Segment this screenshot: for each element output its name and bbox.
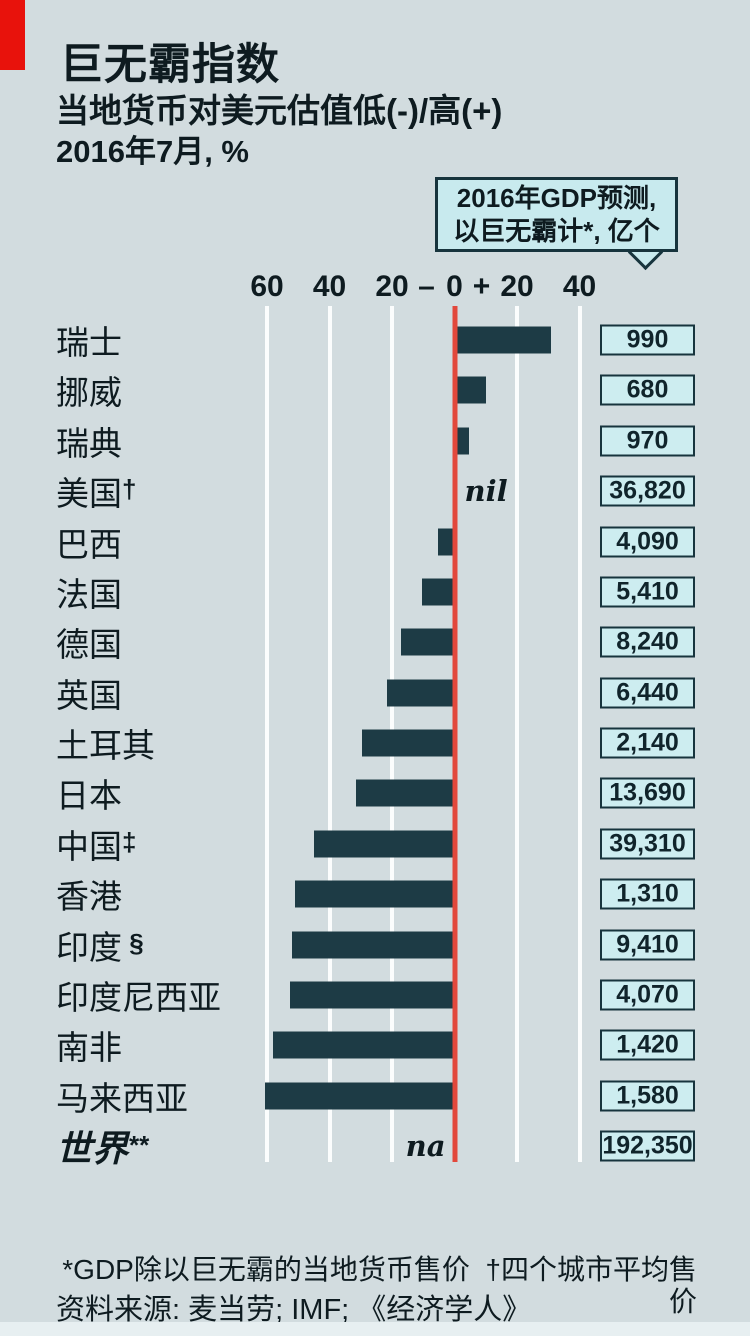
valuation-bar [454,326,551,354]
valuation-bar [265,1082,455,1110]
country-name: 瑞士 [56,324,122,361]
country-label: 挪威 [56,366,122,414]
country-name: 香港 [56,878,122,916]
country-name: 英国 [56,676,122,714]
valuation-bar [290,981,455,1009]
country-label: 印度 § [56,921,144,969]
country-name: 印度 [56,928,122,966]
minus-sign: – [418,270,435,303]
gdp-value-box: 8,240 [600,626,695,658]
gdp-value-box: 9,410 [600,929,695,960]
axis-tick-label: 40 [562,270,597,303]
footnote-marker: ‡ [122,826,137,857]
valuation-bar [295,880,455,908]
nil-note: nil [464,474,508,509]
bottom-strip [0,1322,750,1336]
gdp-value-box: 6,440 [600,677,695,709]
gridline [577,306,582,1162]
gdp-value-box: 192,350 [600,1130,695,1162]
country-name: 法国 [56,575,122,613]
valuation-bar [362,729,455,757]
valuation-bar [356,779,455,807]
valuation-bar [454,376,486,404]
zero-line [452,306,457,1162]
gdp-value-box: 1,580 [600,1080,695,1112]
plus-sign: + [472,270,491,303]
gdp-value-box: 2,140 [600,727,695,759]
chart-subtitle: 当地货币对美元估值低(-)/高(+) [56,92,503,129]
country-name: 世界 [56,1128,129,1169]
gdp-value-box: 5,410 [600,576,695,608]
gridline [327,306,332,1162]
valuation-bar [387,679,455,707]
gdp-value-box: 680 [600,374,695,406]
country-name: 美国 [56,475,122,513]
gdp-value-box: 13,690 [600,777,695,809]
country-name: 马来西亚 [56,1079,188,1117]
country-name: 瑞典 [56,424,122,462]
country-label: 世界** [56,1120,148,1172]
country-label: 瑞士 [56,316,122,364]
callout-line-1: 2016年GDP预测, [456,182,657,213]
gdp-value-box: 1,420 [600,1029,695,1061]
na-note: na [405,1129,446,1163]
footnote-marker: † [122,474,137,505]
country-label: 南非 [56,1021,122,1069]
gdp-value-box: 1,310 [600,878,695,910]
country-name: 德国 [56,626,122,664]
x-axis-labels: 60 40 20 0 20 40 – + [0,272,750,302]
axis-tick-label: 20 [375,270,409,303]
country-name: 南非 [56,1029,122,1067]
valuation-bar [313,830,455,858]
country-label: 瑞典 [56,417,122,465]
gdp-value-box: 4,070 [600,979,695,1011]
country-label: 英国 [56,669,122,717]
footnote-line-1: *GDP除以巨无霸的当地货币售价 †四个城市平均售价 [62,1254,697,1317]
country-name: 印度尼西亚 [56,978,221,1016]
axis-tick-label: 0 [446,270,463,303]
source-line: 资料来源: 麦当劳; IMF; 《经济学人》 [56,1294,532,1326]
gdp-value-box: 39,310 [600,828,695,860]
economist-red-corner-block [0,0,25,70]
axis-tick-label: 40 [312,270,347,303]
valuation-bar [292,931,455,958]
valuation-bar [273,1031,455,1059]
gridline [515,306,519,1162]
axis-tick-label: 60 [250,270,284,303]
valuation-bar [421,578,455,606]
gdp-value-box: 4,090 [600,526,695,557]
country-label: 日本 [56,769,122,817]
country-label: 中国‡ [56,820,136,868]
valuation-bar [401,628,455,656]
page-title: 巨无霸指数 [60,41,280,89]
gdp-value-box: 990 [600,324,695,356]
country-name: 挪威 [56,374,122,412]
footnotes: *GDP除以巨无霸的当地货币售价 †四个城市平均售价 ‡五个城市平均售价 §麦王… [37,1190,697,1336]
country-label: 土耳其 [56,719,155,767]
country-label: 德国 [56,618,122,666]
footnote-marker: § [122,927,144,958]
country-label: 巴西 [56,518,122,566]
country-label: 香港 [56,870,122,918]
callout-line-2: 以巨无霸计*, 亿个 [453,215,660,246]
period-label: 2016年7月, % [56,134,249,169]
footnote-marker: ** [128,1130,149,1160]
valuation-bar [437,528,455,555]
country-label: 美国† [56,467,136,515]
gridline [265,306,269,1162]
country-label: 法国 [56,568,122,616]
gdp-value-box: 36,820 [600,475,695,507]
country-label: 马来西亚 [56,1072,188,1120]
gdp-callout: 2016年GDP预测, 以巨无霸计*, 亿个 [435,177,678,252]
country-name: 巴西 [56,525,122,563]
valuation-bar [454,427,469,455]
country-name: 土耳其 [56,727,155,764]
country-name: 日本 [56,777,122,815]
country-name: 中国 [56,827,122,865]
gdp-value-box: 970 [600,425,695,457]
country-label: 印度尼西亚 [56,971,221,1019]
axis-tick-label: 20 [500,270,534,303]
